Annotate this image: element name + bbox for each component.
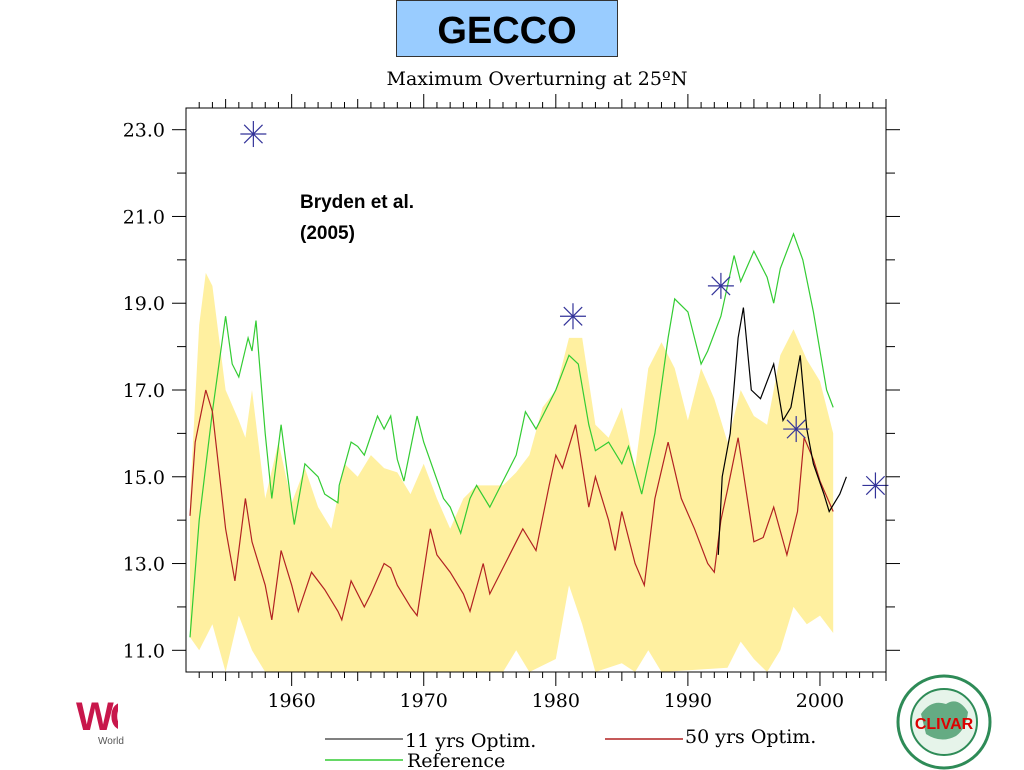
star-stroke bbox=[711, 276, 731, 296]
x-tick-label: 1960 bbox=[267, 690, 315, 712]
y-tick-label: 17.0 bbox=[123, 380, 165, 402]
clivar-logo-text: CLIVAR bbox=[915, 716, 974, 733]
star-stroke bbox=[563, 306, 583, 326]
wcrp-logo-text: WCRP bbox=[76, 695, 118, 739]
series-group bbox=[189, 232, 847, 638]
y-tick-label: 15.0 bbox=[123, 467, 165, 489]
y-tick-label: 13.0 bbox=[123, 554, 165, 576]
legend-label-reference: Reference bbox=[407, 750, 505, 768]
axis-ticks bbox=[172, 94, 900, 686]
observation-star bbox=[559, 303, 586, 330]
observation-star bbox=[783, 416, 810, 443]
legend: 11 yrs Optim. 50 yrs Optim. Reference bbox=[325, 726, 816, 768]
series-line-optim50 bbox=[189, 389, 834, 622]
x-tick-label: 2000 bbox=[796, 690, 844, 712]
star-stroke bbox=[786, 419, 806, 439]
y-tick-label: 19.0 bbox=[123, 293, 165, 315]
x-tick-label: 1970 bbox=[400, 690, 448, 712]
chart-title: Maximum Overturning at 25ºN bbox=[387, 68, 688, 90]
title-box: GECCO bbox=[396, 0, 618, 57]
observation-star bbox=[240, 121, 267, 148]
x-tick-label: 1990 bbox=[664, 690, 712, 712]
observation-star bbox=[707, 272, 734, 299]
wcrp-logo-subtext: World bbox=[98, 736, 124, 747]
y-tick-label: 23.0 bbox=[123, 120, 165, 142]
observation-markers bbox=[240, 121, 889, 499]
wcrp-logo: WCRP bbox=[76, 695, 118, 741]
tick-labels: 1960 1970 1980 1990 2000 11.0 13.0 15.0 17.0 19.0… bbox=[123, 120, 844, 712]
y-tick-label: 11.0 bbox=[123, 640, 165, 662]
x-tick-label: 1980 bbox=[532, 690, 580, 712]
series-line-optim11 bbox=[717, 307, 847, 555]
uncertainty-band-group bbox=[190, 272, 834, 672]
star-stroke bbox=[865, 475, 886, 496]
annotation-line2: (2005) bbox=[300, 223, 355, 244]
legend-label-optim50: 50 yrs Optim. bbox=[685, 726, 816, 748]
clivar-logo: CLIVAR bbox=[896, 674, 992, 770]
annotation-line1: Bryden et al. bbox=[300, 192, 414, 213]
uncertainty-band bbox=[190, 272, 834, 672]
y-tick-label: 21.0 bbox=[123, 206, 165, 228]
star-stroke bbox=[243, 124, 263, 144]
legend-label-optim11: 11 yrs Optim. bbox=[405, 730, 536, 752]
observation-star bbox=[862, 472, 889, 499]
series-line-reference bbox=[189, 232, 834, 638]
